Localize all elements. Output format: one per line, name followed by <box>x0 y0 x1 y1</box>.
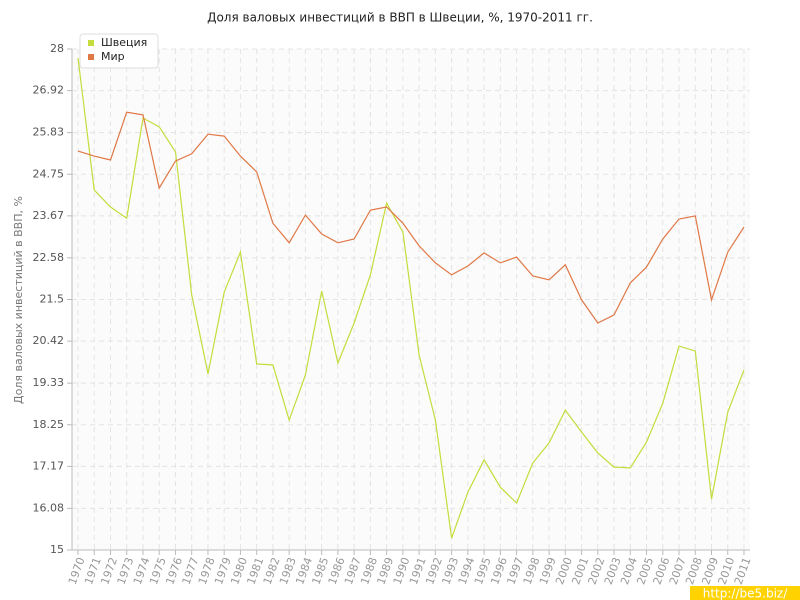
legend-label: Швеция <box>101 36 147 49</box>
watermark: http://be5.biz/ <box>703 587 788 600</box>
watermark-bg <box>690 586 800 600</box>
y-tick-label: 17.17 <box>33 459 65 472</box>
y-tick-label: 19.33 <box>33 376 65 389</box>
y-tick-label: 23.67 <box>33 209 65 222</box>
series-line <box>77 111 745 324</box>
y-tick-label: 20.42 <box>33 334 65 347</box>
y-axis-label: Доля валовых инвестиций в ВВП, % <box>12 196 25 404</box>
y-tick-label: 25.83 <box>33 126 65 139</box>
chart-title: Доля валовых инвестиций в ВВП в Швеции, … <box>207 11 593 25</box>
y-tick-label: 15 <box>50 543 64 556</box>
series-line <box>77 57 745 539</box>
legend-swatch <box>88 54 94 60</box>
legend-label: Мир <box>101 50 125 63</box>
y-tick-label: 24.75 <box>33 167 65 180</box>
legend-box <box>79 33 159 69</box>
y-tick-label: 28 <box>50 42 64 55</box>
y-tick-label: 18.25 <box>33 418 65 431</box>
y-tick-label: 26.92 <box>33 84 65 97</box>
y-tick-label: 21.5 <box>40 293 65 306</box>
legend-swatch <box>88 40 94 46</box>
y-tick-label: 16.08 <box>33 501 65 514</box>
y-tick-label: 22.58 <box>33 251 65 264</box>
